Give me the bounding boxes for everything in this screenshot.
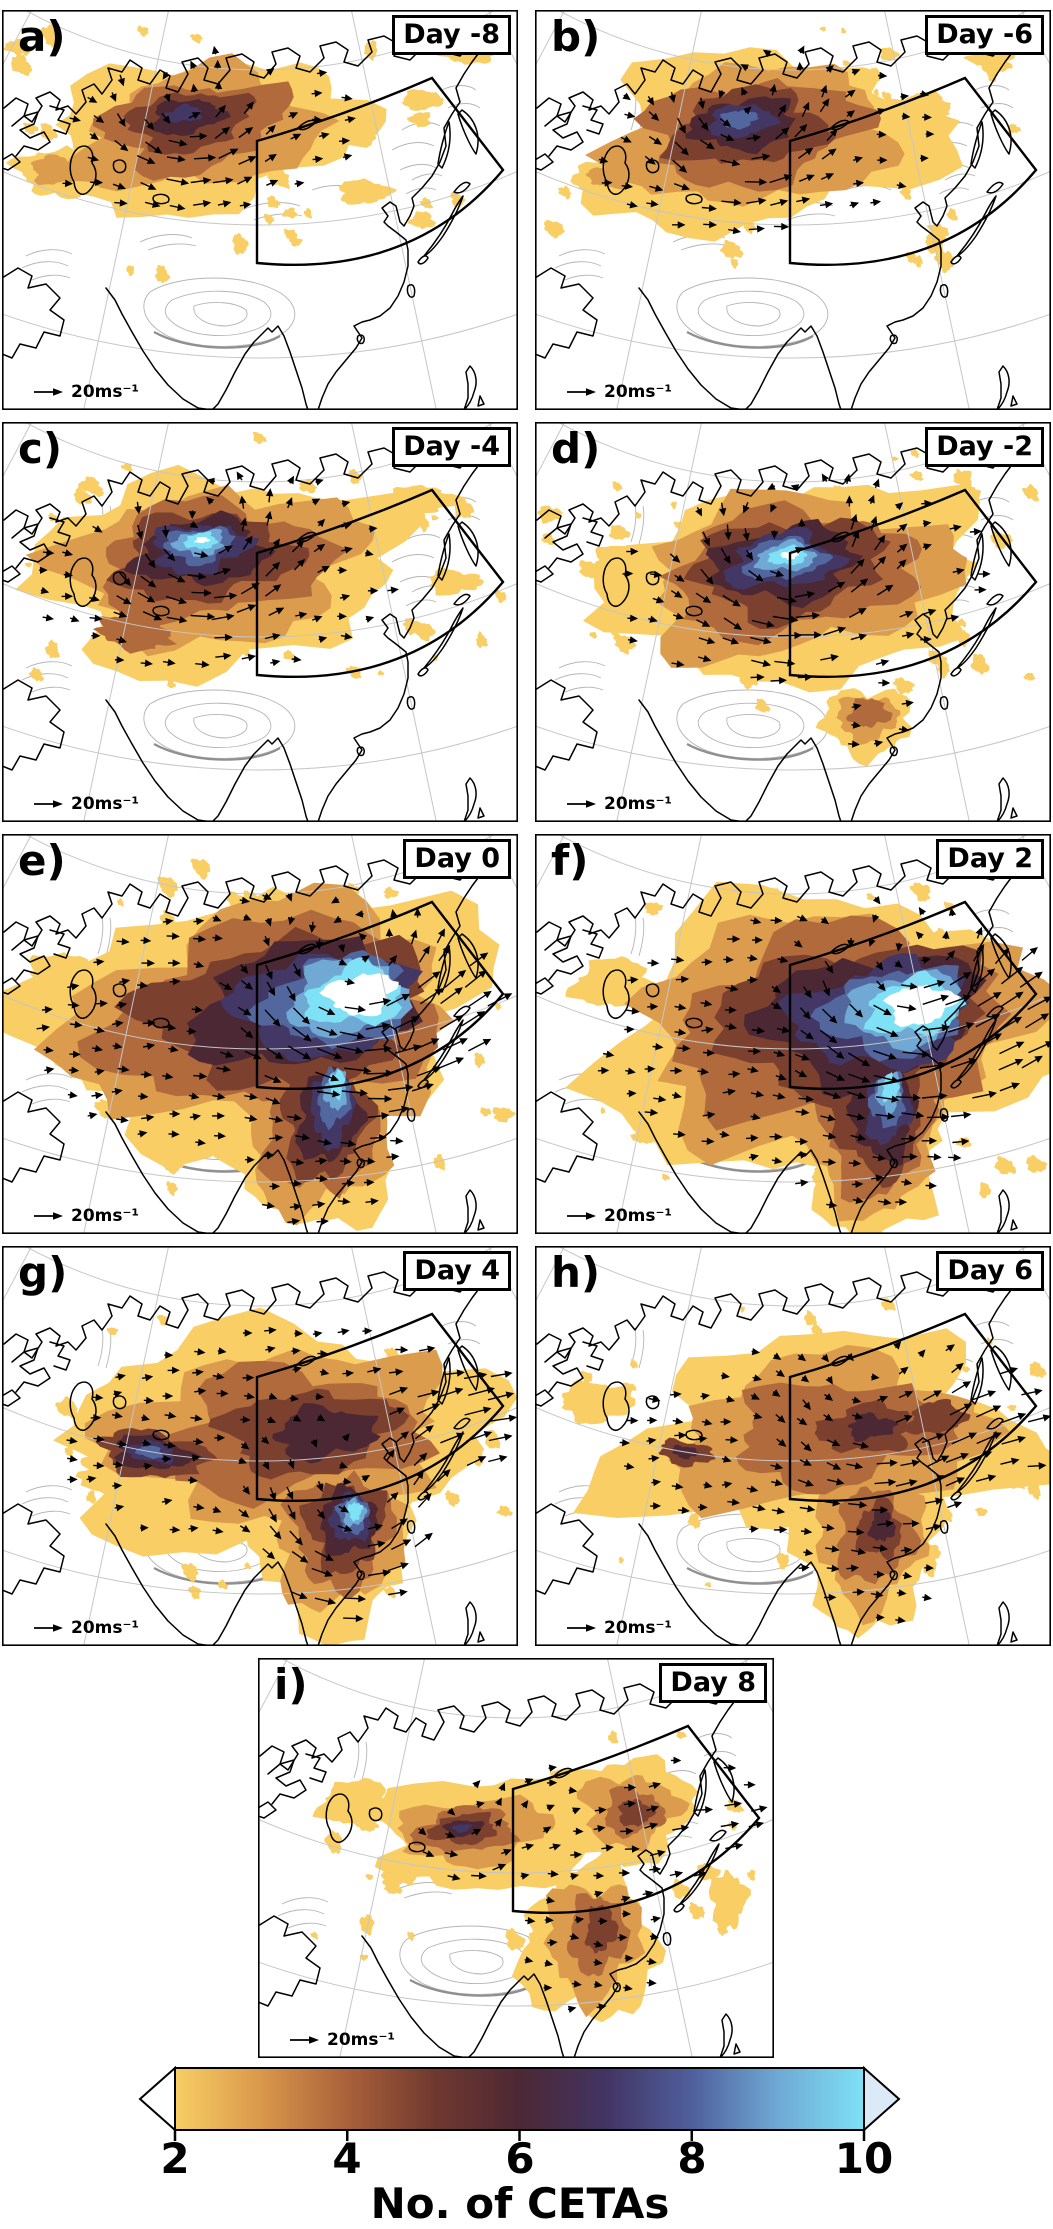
wind-scale-key: 20ms⁻¹ [34, 1206, 139, 1226]
panel-c: c) Day -4 20ms⁻¹ [2, 422, 518, 822]
map-f [535, 834, 1051, 1234]
panel-f: f) Day 2 20ms⁻¹ [535, 834, 1051, 1234]
panel-letter: b) [551, 12, 601, 61]
map-b [535, 10, 1051, 410]
panel-b: b) Day -6 20ms⁻¹ [535, 10, 1051, 410]
wind-scale-key: 20ms⁻¹ [34, 1618, 139, 1638]
panel-letter: d) [551, 424, 601, 473]
panel-e: e) Day 0 20ms⁻¹ [2, 834, 518, 1234]
wind-scale-label: 20ms⁻¹ [604, 794, 672, 814]
wind-scale-key: 20ms⁻¹ [290, 2030, 395, 2050]
colorbar-tick-label: 4 [332, 2134, 362, 2183]
map-e [2, 834, 518, 1234]
wind-reference-arrow-icon [567, 1212, 596, 1220]
panel-h: h) Day 6 20ms⁻¹ [535, 1246, 1051, 1646]
panel-a: a) Day -8 20ms⁻¹ [2, 10, 518, 410]
panel-d: d) Day -2 20ms⁻¹ [535, 422, 1051, 822]
wind-reference-arrow-icon [34, 388, 63, 396]
colorbar-title: No. of CETAs [370, 2179, 670, 2228]
day-label-badge: Day -6 [925, 15, 1044, 55]
day-label-badge: Day -4 [392, 427, 511, 467]
panel-letter: f) [551, 836, 589, 885]
wind-scale-key: 20ms⁻¹ [34, 794, 139, 814]
map-h [535, 1246, 1051, 1646]
day-label-badge: Day 4 [403, 1251, 511, 1291]
map-a [2, 10, 518, 410]
wind-reference-arrow-icon [34, 800, 63, 808]
panel-letter: i) [274, 1660, 308, 1709]
panel-g: g) Day 4 20ms⁻¹ [2, 1246, 518, 1646]
panel-letter: e) [18, 836, 66, 885]
wind-scale-label: 20ms⁻¹ [604, 1618, 672, 1638]
wind-scale-label: 20ms⁻¹ [71, 1618, 139, 1638]
wind-scale-key: 20ms⁻¹ [567, 382, 672, 402]
panel-letter: a) [18, 12, 66, 61]
wind-scale-label: 20ms⁻¹ [604, 382, 672, 402]
wind-reference-arrow-icon [567, 388, 596, 396]
panel-letter: h) [551, 1248, 601, 1297]
day-label-badge: Day 6 [936, 1251, 1044, 1291]
wind-scale-label: 20ms⁻¹ [71, 382, 139, 402]
wind-scale-key: 20ms⁻¹ [34, 382, 139, 402]
day-label-badge: Day 0 [403, 839, 511, 879]
wind-scale-key: 20ms⁻¹ [567, 1206, 672, 1226]
colorbar [138, 2065, 901, 2141]
wind-scale-label: 20ms⁻¹ [604, 1206, 672, 1226]
panel-letter: g) [18, 1248, 68, 1297]
wind-reference-arrow-icon [290, 2036, 319, 2044]
colorbar-tick-label: 8 [677, 2134, 707, 2183]
day-label-badge: Day 2 [936, 839, 1044, 879]
colorbar-tick-label: 10 [834, 2134, 894, 2183]
map-i [258, 1658, 774, 2058]
map-d [535, 422, 1051, 822]
day-label-badge: Day -8 [392, 15, 511, 55]
wind-reference-arrow-icon [34, 1624, 63, 1632]
day-label-badge: Day -2 [925, 427, 1044, 467]
map-g [2, 1246, 518, 1646]
wind-scale-key: 20ms⁻¹ [567, 794, 672, 814]
wind-scale-label: 20ms⁻¹ [327, 2030, 395, 2050]
wind-reference-arrow-icon [567, 800, 596, 808]
day-label-badge: Day 8 [659, 1663, 767, 1703]
panel-i: i) Day 8 20ms⁻¹ [258, 1658, 774, 2058]
wind-scale-label: 20ms⁻¹ [71, 794, 139, 814]
wind-reference-arrow-icon [567, 1624, 596, 1632]
wind-scale-key: 20ms⁻¹ [567, 1618, 672, 1638]
colorbar-tick-label: 2 [160, 2134, 190, 2183]
wind-reference-arrow-icon [34, 1212, 63, 1220]
map-c [2, 422, 518, 822]
wind-scale-label: 20ms⁻¹ [71, 1206, 139, 1226]
panel-letter: c) [18, 424, 63, 473]
colorbar-tick-label: 6 [505, 2134, 535, 2183]
